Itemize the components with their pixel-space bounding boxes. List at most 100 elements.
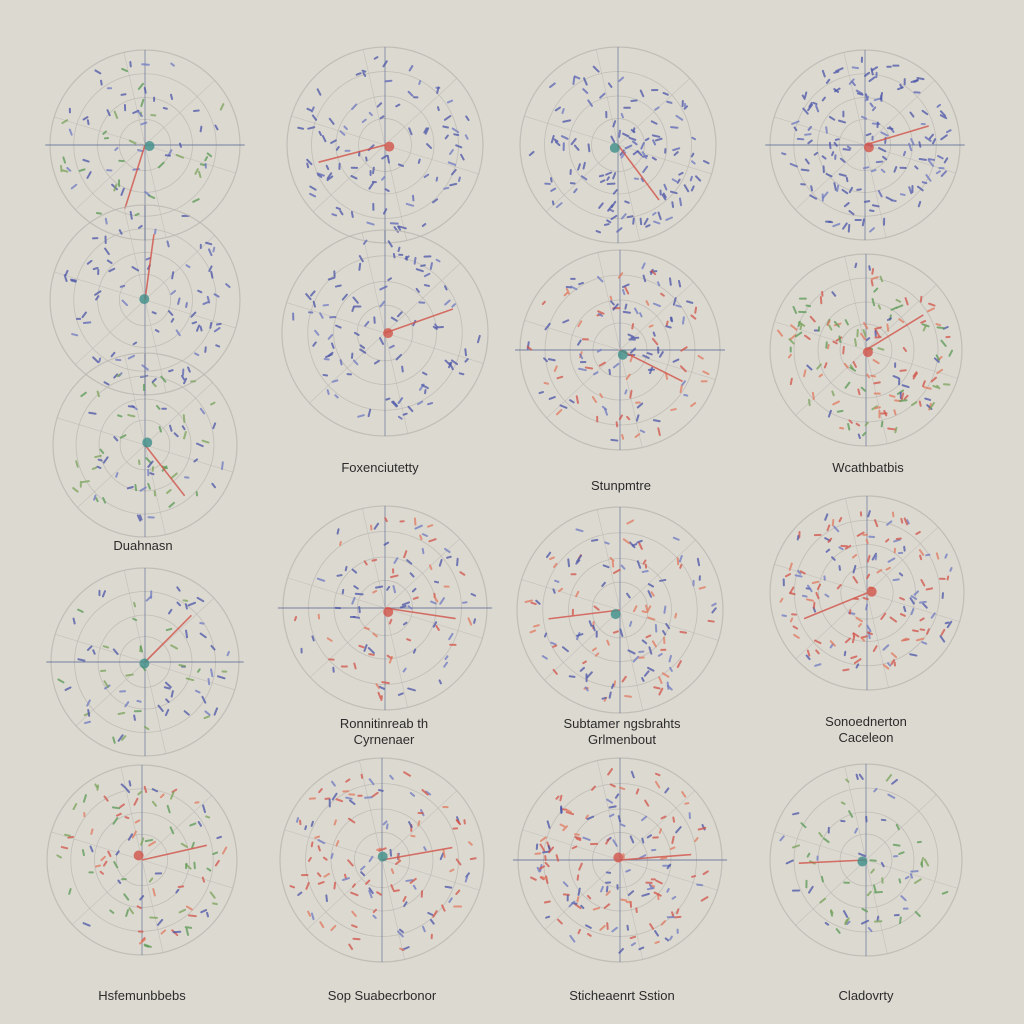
data-point xyxy=(899,193,906,196)
data-point xyxy=(321,135,327,143)
panel-caption: Stunpmtre xyxy=(591,478,651,493)
radial-spoke xyxy=(774,321,867,351)
data-point xyxy=(465,115,470,122)
data-point xyxy=(635,414,640,422)
data-point xyxy=(866,573,871,580)
data-point xyxy=(677,280,682,288)
data-point xyxy=(580,904,585,910)
data-point xyxy=(561,108,565,115)
data-point xyxy=(797,569,802,575)
data-point xyxy=(208,248,213,257)
data-point xyxy=(358,262,362,271)
data-point xyxy=(192,198,200,203)
data-point xyxy=(582,88,589,94)
data-point xyxy=(877,347,885,351)
radial-spoke xyxy=(381,790,458,861)
data-point xyxy=(128,907,135,915)
data-point xyxy=(940,628,946,636)
data-point xyxy=(837,119,847,124)
data-point xyxy=(918,158,927,161)
data-point xyxy=(381,154,388,160)
data-point xyxy=(672,297,677,306)
radial-spoke xyxy=(291,115,386,146)
data-point xyxy=(931,138,937,145)
data-point xyxy=(828,141,832,150)
data-point xyxy=(601,581,606,587)
data-point xyxy=(825,173,833,178)
data-point xyxy=(77,658,86,662)
data-point xyxy=(918,400,922,407)
data-point xyxy=(92,266,99,271)
data-point xyxy=(793,126,798,132)
center-cluster xyxy=(139,294,150,305)
data-point xyxy=(82,158,90,163)
data-point xyxy=(215,344,221,348)
data-point xyxy=(423,272,431,278)
data-point xyxy=(225,283,231,288)
radial-panel xyxy=(277,505,493,711)
data-point xyxy=(357,414,365,418)
data-point xyxy=(140,98,145,108)
data-point xyxy=(792,305,798,314)
data-point xyxy=(844,319,849,326)
data-point xyxy=(893,538,901,543)
data-point xyxy=(861,218,865,227)
data-point xyxy=(697,826,707,831)
data-point xyxy=(936,368,944,375)
data-point xyxy=(402,895,407,903)
data-point xyxy=(630,99,638,103)
data-point xyxy=(325,353,333,359)
radial-spoke xyxy=(120,767,143,861)
data-point xyxy=(668,654,672,663)
data-point xyxy=(809,194,818,200)
radial-spoke xyxy=(55,633,146,663)
data-point xyxy=(351,596,356,605)
highlight-ray xyxy=(144,444,186,497)
data-point xyxy=(407,687,416,692)
data-point xyxy=(672,147,681,152)
data-point xyxy=(86,119,90,126)
data-point xyxy=(676,178,681,184)
data-point xyxy=(865,603,869,611)
data-point xyxy=(672,536,680,541)
data-point xyxy=(389,344,395,349)
data-point xyxy=(433,595,439,603)
data-point xyxy=(880,612,887,620)
data-point xyxy=(116,373,121,378)
data-point xyxy=(210,401,216,406)
data-point xyxy=(948,349,954,357)
data-point xyxy=(622,288,626,296)
radial-spoke xyxy=(521,579,621,611)
data-point xyxy=(880,131,889,137)
data-point xyxy=(118,229,123,235)
data-point xyxy=(364,796,373,799)
center-cluster xyxy=(144,140,155,151)
data-point xyxy=(788,338,795,345)
data-point xyxy=(620,112,624,119)
data-point xyxy=(669,935,673,941)
data-point xyxy=(919,617,925,622)
data-point xyxy=(629,835,635,844)
data-point xyxy=(427,911,434,916)
data-point xyxy=(624,389,628,395)
data-point xyxy=(846,145,852,150)
data-point xyxy=(363,560,368,566)
data-point xyxy=(70,279,77,283)
data-point xyxy=(647,590,653,598)
data-point xyxy=(143,943,152,948)
data-point xyxy=(694,837,699,843)
data-point xyxy=(419,534,423,541)
data-point xyxy=(601,696,607,700)
highlight-ray xyxy=(864,125,929,146)
data-point xyxy=(352,359,359,366)
data-point xyxy=(910,138,915,146)
data-point xyxy=(608,691,612,699)
data-point xyxy=(422,371,428,376)
radial-panel xyxy=(769,763,963,957)
data-point xyxy=(473,618,477,624)
data-point xyxy=(305,293,312,301)
data-point xyxy=(794,574,803,578)
data-point xyxy=(824,513,829,521)
radial-spoke xyxy=(795,349,867,416)
data-point xyxy=(359,348,367,354)
